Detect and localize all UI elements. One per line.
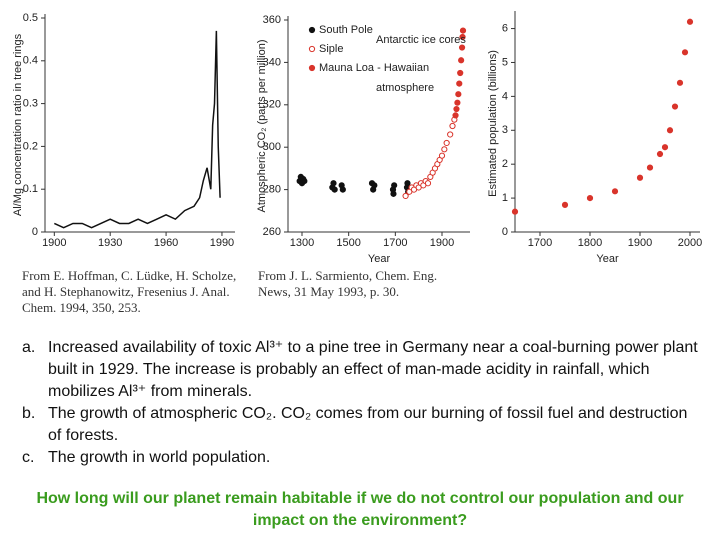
- point: [458, 44, 466, 51]
- legend-label: Mauna Loa - Hawaiian: [319, 62, 429, 74]
- point: [666, 127, 674, 134]
- point: [686, 18, 694, 25]
- y-tick-label: 280: [263, 184, 281, 196]
- point: [455, 91, 462, 98]
- point: [453, 105, 460, 113]
- point: [447, 131, 454, 138]
- caption-marker: b.: [22, 405, 36, 422]
- caption-marker: a.: [22, 339, 36, 356]
- y-tick-label: 260: [263, 226, 281, 238]
- caption-text: The growth in world population.: [48, 449, 271, 466]
- point: [586, 194, 594, 202]
- point: [646, 164, 654, 171]
- point: [454, 99, 461, 106]
- charts: 0 0.1 0.2 0.3 0.4 0.5 1900 1930 1960 1990 Al/Mg co…: [12, 11, 702, 265]
- legend-label: Siple: [319, 43, 343, 55]
- y-tick-label: 0: [502, 226, 508, 238]
- x-tick-label: 1800: [578, 237, 602, 249]
- point: [449, 122, 456, 130]
- x-tick-label: 2000: [678, 237, 702, 249]
- y-tick-label: 0.2: [23, 140, 38, 152]
- point: [671, 103, 679, 110]
- x-tick-label: 1300: [290, 237, 314, 249]
- y-axis-label: Al/Mg concentration ratio in tree rings: [12, 33, 24, 216]
- y-tick-label: 0.3: [23, 98, 38, 110]
- legend-label: South Pole: [319, 24, 373, 36]
- x-tick-label: 1960: [154, 237, 178, 249]
- credit: From J. L. Sarmiento, Chem. Eng. News, 3…: [258, 268, 438, 299]
- point: [611, 188, 619, 195]
- y-tick-label: 5: [502, 56, 508, 68]
- caption-marker: c.: [22, 449, 35, 466]
- point: [452, 112, 459, 119]
- point: [636, 174, 644, 181]
- legend-marker: [308, 26, 316, 34]
- point: [404, 180, 411, 187]
- point: [331, 186, 338, 193]
- x-axis-label: Year: [596, 253, 619, 265]
- x-tick-label: 1900: [430, 237, 454, 249]
- point: [391, 182, 398, 189]
- point: [438, 152, 446, 159]
- y-tick-label: 0.1: [23, 183, 38, 195]
- point: [402, 192, 409, 200]
- point: [457, 69, 464, 77]
- point: [330, 180, 337, 187]
- point: [390, 190, 397, 197]
- y-tick-label: 6: [502, 22, 508, 34]
- caption: c. The growth in world population.: [22, 447, 702, 469]
- annotation: atmosphere: [376, 82, 434, 94]
- x-tick-label: 1700: [528, 237, 552, 249]
- y-tick-label: 320: [263, 99, 281, 111]
- x-tick-label: 1900: [42, 237, 66, 249]
- point: [661, 144, 669, 151]
- point: [459, 33, 466, 41]
- y-tick-label: 360: [263, 14, 281, 26]
- x-tick-label: 1930: [98, 237, 122, 249]
- legend-marker: [308, 45, 316, 53]
- caption-text: The growth of atmospheric CO₂. CO₂ comes…: [48, 405, 688, 444]
- point: [443, 139, 450, 147]
- line: [54, 30, 221, 229]
- y-tick-label: 0.4: [23, 55, 38, 67]
- y-tick-label: 2: [502, 158, 508, 170]
- point: [511, 208, 519, 215]
- y-tick-label: 300: [263, 141, 281, 153]
- credit: From E. Hoffman, C. Lüdke, H. Scholze, a…: [22, 268, 237, 315]
- x-tick-label: 1700: [383, 237, 407, 249]
- x-tick-label: 1900: [628, 237, 652, 249]
- x-axis-label: Year: [368, 253, 391, 265]
- point: [656, 150, 664, 158]
- y-tick-label: 0.5: [23, 12, 38, 24]
- point: [676, 79, 684, 86]
- point: [339, 186, 346, 193]
- x-tick-label: 1500: [336, 237, 360, 249]
- y-tick-label: 0: [32, 226, 38, 238]
- y-tick-label: 4: [502, 90, 508, 102]
- y-axis-label: Estimated population (billions): [487, 50, 499, 197]
- captions: a. Increased availability of toxic Al³⁺ t…: [22, 337, 702, 469]
- y-tick-label: 1: [502, 192, 508, 204]
- caption: b. The growth of atmospheric CO₂. CO₂ com…: [22, 403, 702, 447]
- point: [459, 27, 467, 34]
- point: [681, 49, 689, 56]
- y-tick-label: 340: [263, 56, 281, 68]
- point: [301, 178, 308, 185]
- legend-marker: [308, 64, 316, 72]
- point: [424, 180, 432, 187]
- point: [561, 201, 569, 208]
- point: [456, 80, 463, 87]
- point: [441, 146, 448, 153]
- y-tick-label: 3: [502, 124, 508, 136]
- point: [458, 57, 465, 64]
- x-tick-label: 1990: [210, 237, 234, 249]
- annotation: Antarctic ice cores: [376, 34, 466, 46]
- point: [371, 182, 378, 189]
- caption: a. Increased availability of toxic Al³⁺ t…: [22, 337, 702, 403]
- caption-text: Increased availability of toxic Al³⁺ to …: [48, 339, 698, 400]
- question: How long will our planet remain habitabl…: [36, 490, 684, 529]
- y-axis-label: Atmospheric CO₂ (parts per million): [256, 40, 268, 213]
